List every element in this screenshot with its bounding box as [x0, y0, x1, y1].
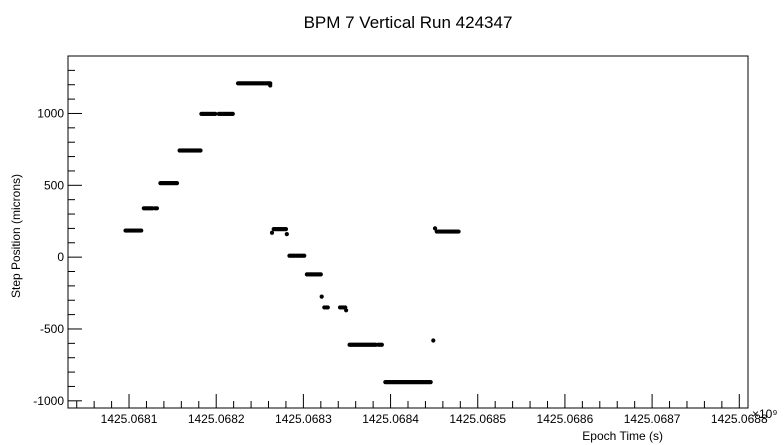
y-tick-label: 0 [57, 250, 64, 264]
y-tick-label: 1000 [37, 106, 64, 120]
y-axis: -1000 -500 0 500 1000 [33, 55, 82, 408]
x-tick-label: 1425.0685 [449, 412, 506, 426]
data-point [379, 342, 384, 347]
x-axis: 1425.0681 1425.0682 1425.0683 1425.0684 1425… [76, 394, 768, 426]
x-tick-label: 1425.0688 [711, 412, 768, 426]
data-point [154, 206, 160, 211]
data-point [269, 230, 275, 235]
data-point [283, 227, 289, 232]
y-tick-label: -1000 [33, 394, 64, 408]
y-tick-label: -500 [40, 322, 64, 336]
data-points [123, 81, 461, 385]
x-tick-label: 1425.0683 [275, 412, 332, 426]
data-point [213, 111, 218, 117]
x-tick-label: 1425.0687 [624, 412, 681, 426]
data-point [284, 232, 289, 237]
data-point [325, 305, 330, 310]
plot-frame [67, 55, 749, 409]
x-axis-label: Epoch Time (s) [582, 429, 663, 443]
y-axis-label: Step Position (microns) [9, 174, 23, 298]
y-tick-label: 500 [44, 178, 64, 192]
data-point [344, 308, 349, 313]
data-point [432, 226, 438, 231]
data-point [319, 294, 324, 299]
data-point [230, 111, 235, 117]
x-tick-label: 1425.0684 [362, 412, 419, 426]
data-point [428, 380, 433, 385]
data-point [431, 338, 436, 343]
data-point [456, 229, 461, 234]
data-point [318, 272, 323, 277]
data-point [198, 148, 203, 153]
chart-title: BPM 7 Vertical Run 424347 [304, 13, 513, 32]
data-point [139, 228, 144, 233]
x-tick-label: 1425.0682 [188, 412, 245, 426]
x-tick-label: 1425.0681 [101, 412, 158, 426]
data-point [302, 253, 307, 258]
data-point [174, 181, 180, 186]
x-axis-exponent: ×10⁹ [752, 407, 778, 421]
x-tick-label: 1425.0686 [537, 412, 594, 426]
data-point [268, 83, 273, 88]
